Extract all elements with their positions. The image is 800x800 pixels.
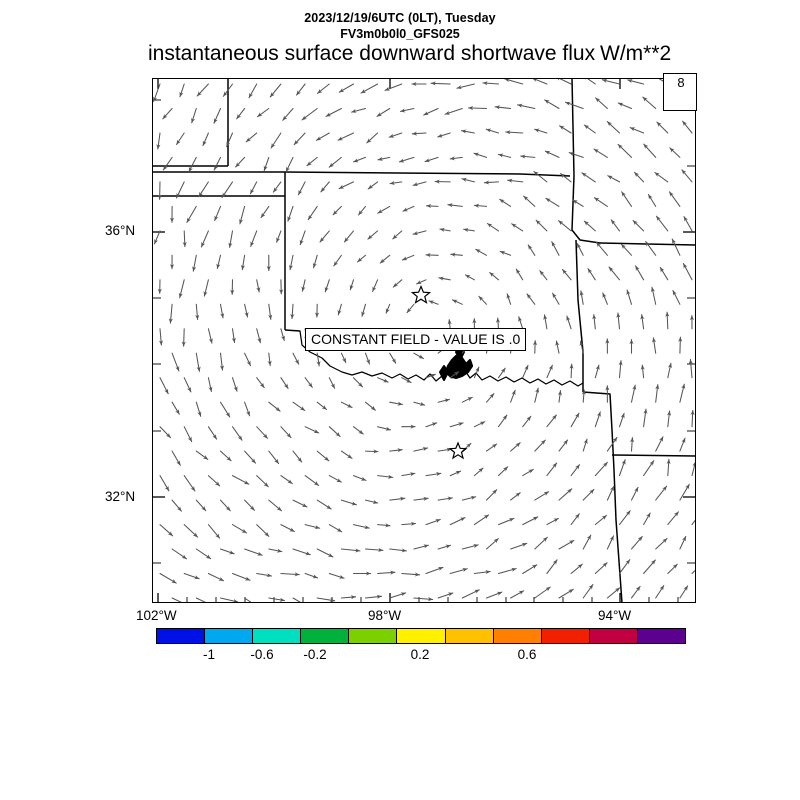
colorbar-swatch-7 [493,629,542,643]
colorbar-tick-1: -0.6 [250,647,274,662]
x-tick-label-102w: 102°W [136,608,177,623]
title-datetime: 2023/12/19/6UTC (0LT), Tuesday [304,11,496,25]
colorbar-tick-3: 0.2 [410,647,430,662]
colorbar-swatch-1 [205,629,254,643]
colorbar-tick-4: 0.6 [517,647,537,662]
colorbar-swatch-4 [349,629,398,643]
colorbar-swatch-2 [253,629,302,643]
vector-key-magnitude: 8 [677,75,685,90]
colorbar-swatch-8 [541,629,590,643]
colorbar-swatch-3 [301,629,350,643]
vector-key-box: 8 [663,73,697,111]
title-model: FV3m0b0l0_GFS025 [340,27,460,41]
y-tick-label-36n: 36°N [105,223,136,238]
constant-field-annotation: CONSTANT FIELD - VALUE IS .0 [305,328,527,351]
x-tick-label-98w: 98°W [368,608,402,623]
x-tick-label-94w: 94°W [598,608,632,623]
y-tick-label-32n: 32°N [105,489,136,504]
title-units: W/m**2 [600,42,672,65]
colorbar-tick-labels: -1 -0.6 -0.2 0.2 0.6 [156,647,686,665]
colorbar-swatch-5 [397,629,446,643]
colorbar-tick-0: -1 [202,647,216,662]
plot-frame [152,78,696,603]
colorbar [156,628,686,644]
page-title: instantaneous surface downward shortwave… [148,42,596,65]
colorbar-swatch-9 [589,629,638,643]
colorbar-swatch-0 [157,629,206,643]
colorbar-tick-2: -0.2 [303,647,327,662]
colorbar-swatch-6 [445,629,494,643]
colorbar-swatch-10 [637,629,686,643]
